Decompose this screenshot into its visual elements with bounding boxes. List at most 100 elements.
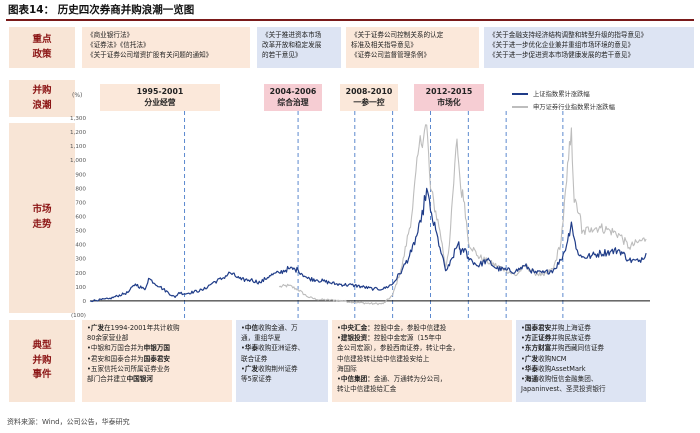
period-box-4: 2012-2015 市场化 bbox=[414, 84, 484, 111]
policy-line: 《关于进一步优化企业兼并重组市场环境的意见》 bbox=[489, 41, 635, 50]
event-text: • bbox=[521, 364, 525, 373]
row-label-events-line3: 事件 bbox=[32, 369, 52, 381]
policy-box-1: 《商业银行法》 《证券法》《信托法》 《关于证券公司增资扩股有关问题的通知》 bbox=[82, 27, 250, 68]
row-label-events-line1: 典型 bbox=[32, 339, 52, 351]
event-line: 海国际 bbox=[337, 364, 507, 374]
event-line: •广发收购NCM bbox=[521, 354, 641, 364]
row-label-events-line2: 并购 bbox=[32, 354, 52, 366]
event-highlight: 海通 bbox=[524, 375, 539, 384]
event-line: •中信收购金通、万 bbox=[241, 323, 323, 333]
policy-line: 的若干意见》 bbox=[262, 51, 302, 60]
policy-box-4: 《关于金融支持经济结构调整和转型升级的指导意见》 《关于进一步优化企业兼并重组市… bbox=[484, 27, 694, 68]
event-highlight: 建银投资： bbox=[340, 334, 374, 343]
event-text: 在1994-2001年共计收购 bbox=[104, 324, 180, 332]
event-line: •建银投资：控股中金宏源（15年中 bbox=[337, 333, 507, 343]
event-text: 收购亚洲证券、 bbox=[258, 344, 305, 353]
event-box-4: •国泰君安并购上海证券 •方正证券并购民族证券 •东方财富并购西藏同信证券 •广发收购… bbox=[516, 320, 646, 402]
event-text: • bbox=[337, 334, 341, 343]
policy-line: 标准及相关指导意见》 bbox=[351, 41, 417, 50]
series-line-securities-index bbox=[278, 124, 647, 306]
legend-swatch-shanghai bbox=[512, 92, 528, 95]
event-highlight: 东方财富 bbox=[524, 344, 552, 353]
event-text: Japaninvest、圣灵投资银行 bbox=[521, 385, 606, 394]
source-note: 资料来源：Wind，公司公告，华泰研究 bbox=[7, 418, 130, 426]
y-tick-label: 400 bbox=[75, 243, 86, 249]
y-tick-label: 800 bbox=[75, 186, 86, 192]
event-text: 收购AssetMark bbox=[538, 364, 586, 373]
policy-line: 《关于进一步促进资本市场健康发展的若干意见》 bbox=[489, 51, 635, 60]
y-tick-label: 1,000 bbox=[70, 158, 86, 164]
row-label-policy: 重点 政策 bbox=[9, 27, 75, 68]
event-highlight: 方正证券 bbox=[524, 334, 552, 343]
period-box-3: 2008-2010 一参一控 bbox=[340, 84, 398, 111]
chart-legend: 上证指数累计涨跌幅 申万证券行业指数累计涨跌幅 bbox=[512, 87, 615, 113]
event-text: 收购荆州证券 bbox=[258, 364, 298, 373]
policy-line: 《关于推进资本市场 bbox=[262, 31, 322, 39]
period-box-2: 2004-2006 综合治理 bbox=[264, 84, 322, 111]
event-highlight: 申银万国 bbox=[143, 344, 171, 353]
event-line: •广发在1994-2001年共计收购 bbox=[87, 323, 227, 333]
event-text: 通，重组华夏 bbox=[241, 334, 281, 343]
policy-box-3: 《关于证券公司控制关系的认定 标准及相关指导意见》 《证券公司监督管理条例》 bbox=[346, 27, 479, 68]
event-text: • bbox=[521, 334, 525, 343]
event-line: •华泰收购亚洲证券、 bbox=[241, 343, 323, 353]
event-text: 收购金通、万 bbox=[258, 324, 298, 332]
event-text: 控股中金宏源（15年中 bbox=[373, 334, 442, 343]
event-line: •中信集团：金通、万通转为分公司， bbox=[337, 374, 507, 384]
y-tick-label: 1,100 bbox=[70, 144, 86, 150]
period-years: 2008-2010 bbox=[345, 87, 393, 96]
event-text: 并购上海证券 bbox=[551, 324, 591, 332]
event-text: 等5家证券 bbox=[241, 375, 272, 384]
event-highlight: 华泰 bbox=[524, 364, 539, 373]
period-name: 一参一控 bbox=[353, 98, 385, 108]
event-highlight: 中央汇金： bbox=[340, 324, 374, 332]
policy-line: 《关于金融支持经济结构调整和转型升级的指导意见》 bbox=[489, 31, 648, 39]
legend-item-securities: 申万证券行业指数累计涨跌幅 bbox=[512, 100, 615, 113]
event-line: 部门合并建立中国银河 bbox=[87, 374, 227, 384]
event-highlight: 华泰 bbox=[244, 344, 259, 353]
event-line: •五家信托公司所属证券业务 bbox=[87, 364, 227, 374]
y-tick-label: (100) bbox=[71, 313, 86, 319]
y-axis-unit: (%) bbox=[72, 92, 82, 99]
event-box-1: •广发在1994-2001年共计收购 80余家营业部 •中银和万国合并为申银万国 •… bbox=[82, 320, 232, 402]
event-highlight: 中国银河 bbox=[126, 375, 153, 384]
y-tick-label: 0 bbox=[82, 299, 86, 305]
legend-item-shanghai: 上证指数累计涨跌幅 bbox=[512, 87, 615, 100]
policy-line: 《商业银行法》 bbox=[87, 31, 134, 39]
event-text: 金公司宏源），参股西南证券，转让中金， bbox=[337, 344, 459, 353]
series-line-shanghai-index bbox=[89, 187, 647, 303]
event-text: 中信建投转让给中信建投安给上 bbox=[337, 354, 430, 363]
event-highlight: 中信 bbox=[244, 324, 259, 332]
event-text: 80余家营业部 bbox=[87, 334, 129, 343]
event-line: •华泰收购AssetMark bbox=[521, 364, 641, 374]
event-highlight: 中信集团： bbox=[340, 375, 374, 384]
row-label-wave-line2: 浪潮 bbox=[32, 99, 52, 111]
y-tick-label: 100 bbox=[75, 285, 86, 291]
row-label-wave-line1: 并购 bbox=[32, 84, 52, 96]
event-line: •东方财富并购西藏同信证券 bbox=[521, 343, 641, 353]
event-line: •中央汇金：控股中金，参股中信建投 bbox=[337, 323, 507, 333]
y-tick-label: 1,300 bbox=[70, 116, 86, 122]
event-text: • bbox=[337, 375, 341, 384]
event-line: Japaninvest、圣灵投资银行 bbox=[521, 384, 641, 394]
event-line: 中信建投转让给中信建投安给上 bbox=[337, 354, 507, 364]
event-line: •方正证券并购民族证券 bbox=[521, 333, 641, 343]
period-years: 1995-2001 bbox=[136, 87, 184, 96]
title-rule bbox=[6, 19, 694, 21]
event-text: • bbox=[521, 375, 525, 384]
period-years: 2004-2006 bbox=[269, 87, 317, 96]
event-line: 联合证券 bbox=[241, 354, 323, 364]
event-line: 等5家证券 bbox=[241, 374, 323, 384]
event-text: •五家信托公司所属证券业务 bbox=[87, 364, 171, 373]
legend-swatch-securities bbox=[512, 105, 528, 108]
event-text: • bbox=[521, 354, 525, 363]
period-name: 分业经营 bbox=[144, 98, 176, 108]
event-highlight: 国泰君安 bbox=[524, 324, 552, 332]
event-line: 金公司宏源），参股西南证券，转让中金， bbox=[337, 343, 507, 353]
policy-line: 《关于证券公司控制关系的认定 bbox=[351, 31, 444, 39]
period-name: 市场化 bbox=[437, 98, 461, 108]
period-years: 2012-2015 bbox=[425, 87, 473, 96]
row-label-policy-line2: 政策 bbox=[32, 48, 52, 60]
y-tick-label: 700 bbox=[75, 200, 86, 206]
event-highlight: 广发 bbox=[524, 354, 539, 363]
